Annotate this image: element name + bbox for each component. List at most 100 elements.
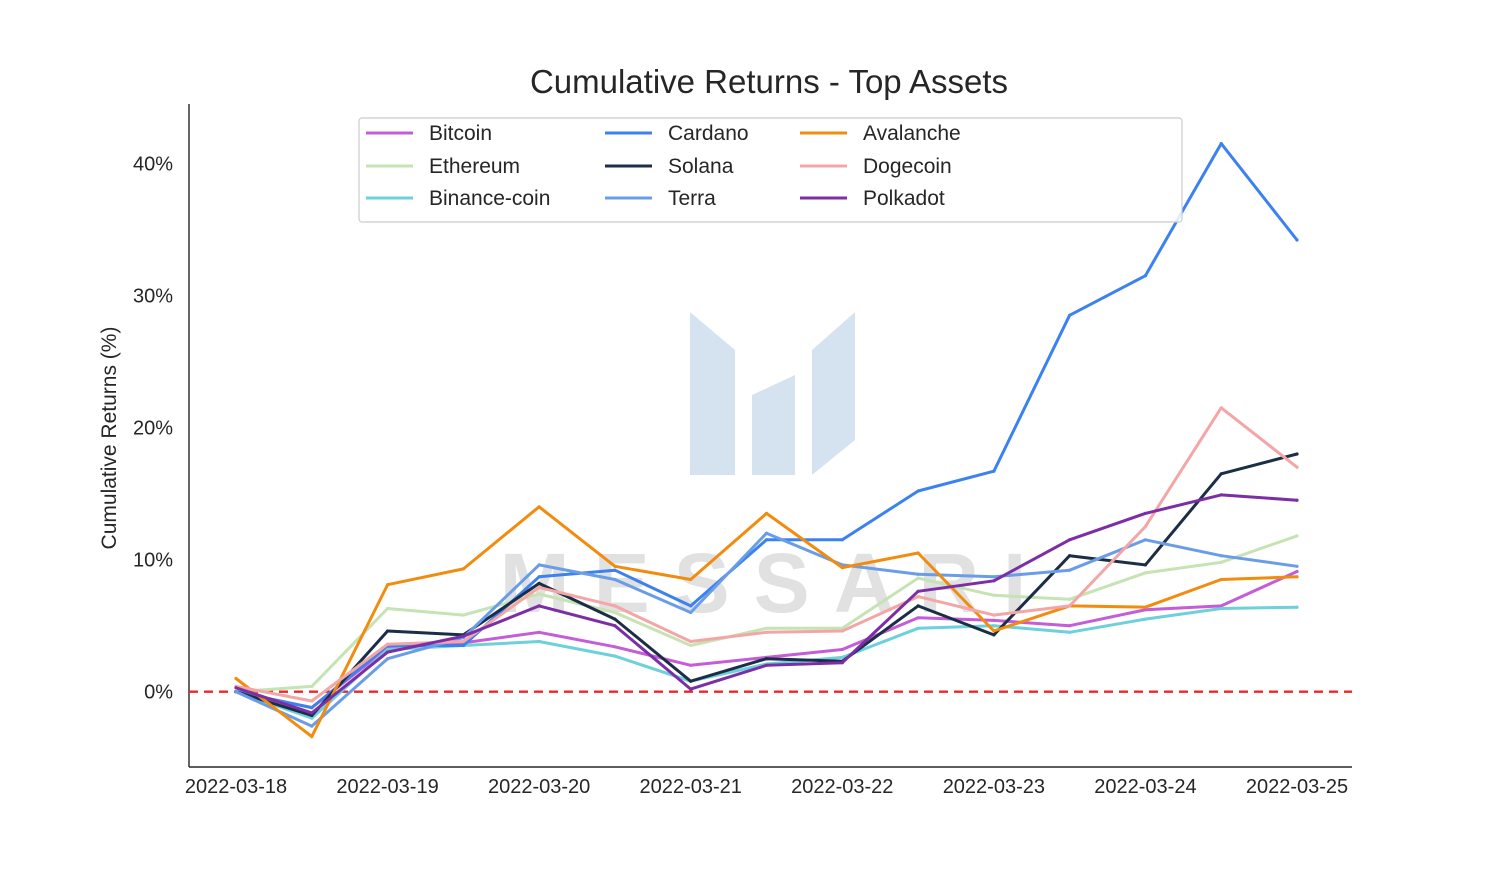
legend-label: Binance-coin xyxy=(429,187,550,210)
data-point xyxy=(916,589,920,593)
legend-box xyxy=(358,117,1183,223)
data-point xyxy=(234,676,238,681)
data-point xyxy=(310,735,314,739)
data-point xyxy=(1219,406,1223,410)
data-point xyxy=(992,633,996,637)
data-point xyxy=(689,679,693,683)
legend-label: Dogecoin xyxy=(863,155,952,178)
legend-item-dogecoin: Dogecoin xyxy=(800,155,952,178)
legend-label: Cardano xyxy=(668,122,749,145)
data-point xyxy=(1143,538,1147,542)
legend-label: Polkadot xyxy=(863,187,945,210)
data-point xyxy=(992,469,996,473)
data-point xyxy=(1068,313,1072,317)
y-tick-label: 20% xyxy=(133,418,173,440)
y-tick-labels: 0% 10% 20% 30% 40% xyxy=(133,153,173,703)
data-point xyxy=(992,629,996,633)
data-point xyxy=(613,645,617,649)
data-point xyxy=(613,617,617,621)
series-dogecoin xyxy=(234,406,1299,703)
data-point xyxy=(613,604,617,608)
data-point xyxy=(916,626,920,630)
data-point xyxy=(1219,142,1223,146)
data-point xyxy=(1219,604,1223,608)
data-point xyxy=(1143,525,1147,529)
data-point xyxy=(537,581,541,586)
data-point xyxy=(916,572,920,576)
legend-item-bitcoin: Bitcoin xyxy=(366,122,492,145)
data-point xyxy=(764,531,769,535)
legend-label: Bitcoin xyxy=(429,122,492,145)
data-point xyxy=(1295,605,1299,609)
data-point xyxy=(461,639,465,644)
data-point xyxy=(310,713,314,718)
chart-title: Cumulative Returns - Top Assets xyxy=(530,63,1008,100)
data-point xyxy=(1068,597,1072,601)
data-point xyxy=(1068,604,1072,608)
legend-item-terra: Terra xyxy=(605,187,716,210)
data-point xyxy=(992,624,996,628)
data-point xyxy=(916,576,920,580)
data-point xyxy=(310,706,314,710)
data-point xyxy=(840,538,844,542)
data-point xyxy=(840,629,844,633)
legend-label: Ethereum xyxy=(429,155,520,178)
series-terra xyxy=(234,531,1299,728)
data-point xyxy=(1295,498,1299,502)
data-point xyxy=(1295,534,1299,538)
data-point xyxy=(689,643,693,648)
legend-label: Solana xyxy=(668,155,734,178)
series-lines xyxy=(234,142,1299,739)
data-point xyxy=(689,604,693,608)
data-point xyxy=(764,630,769,634)
data-point xyxy=(840,566,844,570)
data-point xyxy=(310,699,314,703)
data-point xyxy=(461,643,465,648)
data-point xyxy=(992,593,996,597)
data-point xyxy=(1143,608,1147,612)
data-point xyxy=(916,489,920,493)
data-point xyxy=(1295,569,1299,574)
data-point xyxy=(234,690,238,694)
data-point xyxy=(537,563,541,567)
data-point xyxy=(1219,554,1223,558)
data-point xyxy=(1219,472,1223,476)
y-tick-label: 40% xyxy=(133,153,173,175)
x-tick-label: 2022-03-21 xyxy=(640,776,742,798)
data-point xyxy=(613,624,617,628)
data-point xyxy=(689,639,693,644)
data-point xyxy=(992,613,996,617)
data-point xyxy=(916,595,920,599)
data-point xyxy=(1295,465,1299,469)
data-point xyxy=(386,650,390,654)
data-point xyxy=(1143,617,1147,621)
data-point xyxy=(613,610,617,615)
data-point xyxy=(537,585,541,590)
data-point xyxy=(764,511,769,515)
data-point xyxy=(992,618,996,623)
data-point xyxy=(310,724,314,728)
data-point xyxy=(537,505,541,509)
legend-item-avalanche: Avalanche xyxy=(800,122,961,145)
data-point xyxy=(386,642,390,646)
data-point xyxy=(992,575,996,579)
series-avalanche xyxy=(234,505,1299,739)
data-point xyxy=(386,657,390,661)
legend-label: Avalanche xyxy=(863,122,961,145)
data-point xyxy=(1068,538,1072,542)
data-point xyxy=(461,634,465,638)
data-point xyxy=(234,686,238,690)
data-point xyxy=(461,567,465,571)
legend-item-polkadot: Polkadot xyxy=(800,187,945,210)
data-point xyxy=(689,577,693,582)
data-point xyxy=(764,657,769,661)
x-tick-label: 2022-03-23 xyxy=(943,776,1045,798)
x-tick-label: 2022-03-18 xyxy=(185,776,287,798)
data-point xyxy=(310,716,314,720)
legend-item-binance-coin: Binance-coin xyxy=(366,187,550,210)
data-point xyxy=(1219,606,1223,611)
axes xyxy=(188,104,1352,768)
data-point xyxy=(613,564,617,568)
data-point xyxy=(1143,563,1147,567)
legend-label: Terra xyxy=(668,187,716,210)
